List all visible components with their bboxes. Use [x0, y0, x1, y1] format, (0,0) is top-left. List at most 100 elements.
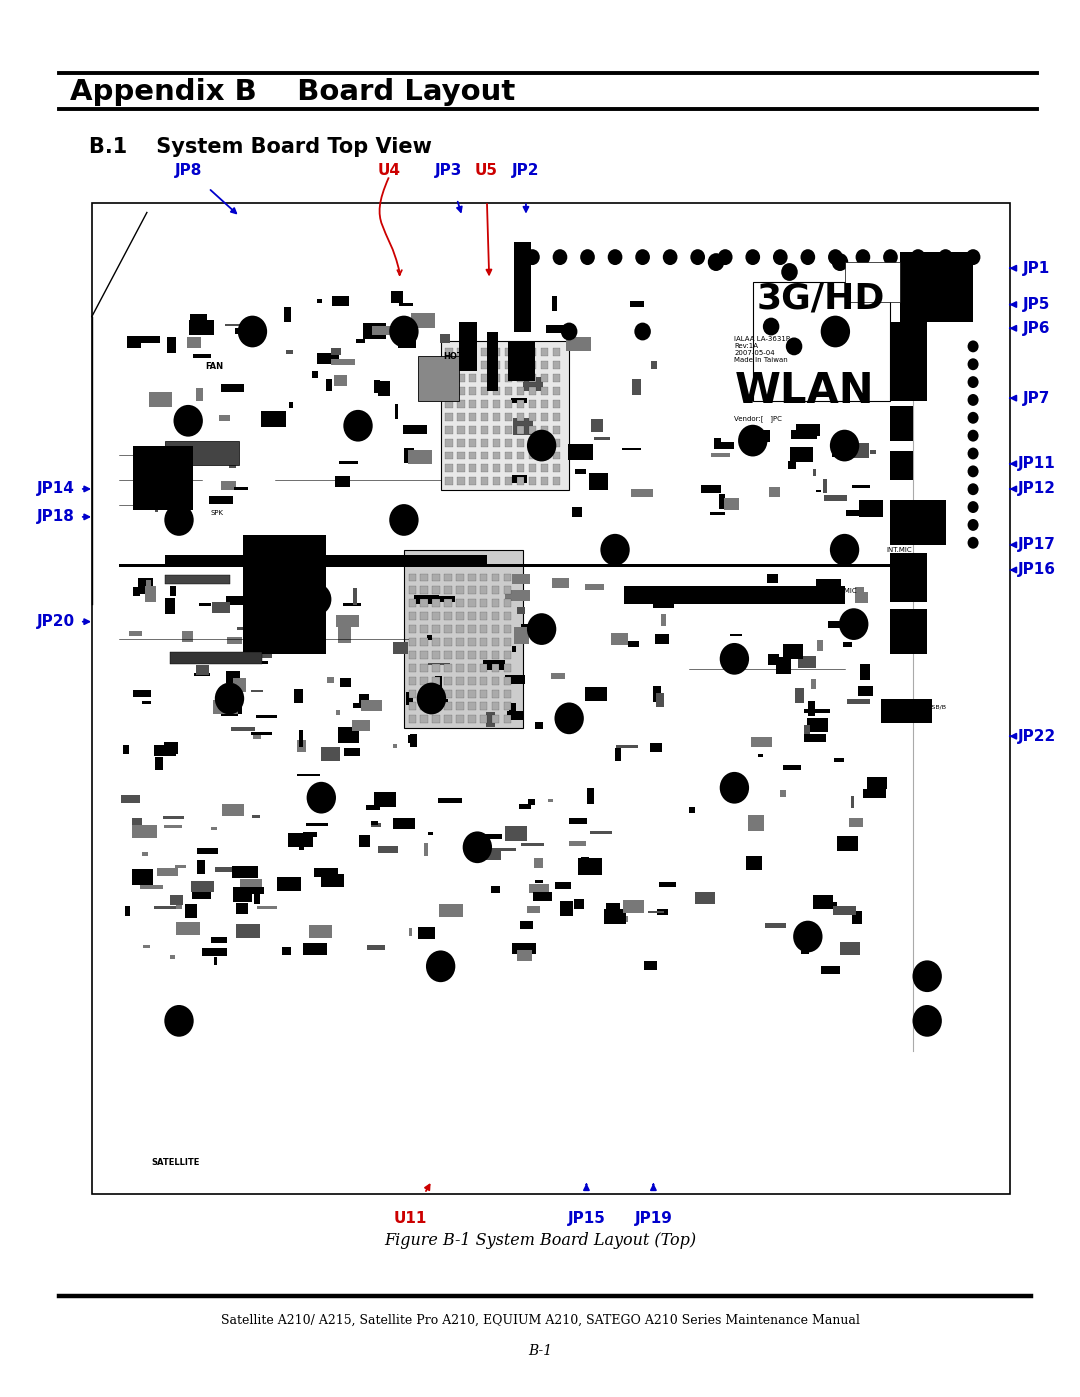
Bar [490, 848, 516, 851]
Bar [529, 362, 536, 369]
Bar [492, 400, 500, 408]
Bar [251, 732, 272, 735]
Bar [804, 725, 810, 735]
Ellipse shape [773, 249, 787, 265]
Bar [517, 950, 531, 961]
Bar [645, 961, 658, 970]
Bar [326, 379, 332, 391]
Bar [192, 891, 211, 900]
Bar [457, 400, 464, 408]
Bar [408, 676, 416, 685]
Bar [343, 604, 361, 606]
Bar [457, 374, 464, 383]
Bar [404, 448, 414, 462]
Bar [517, 478, 524, 485]
Bar [338, 627, 351, 643]
Bar [796, 423, 820, 436]
Bar [353, 703, 373, 707]
Bar [805, 735, 826, 742]
Bar [482, 834, 502, 838]
Bar [517, 464, 524, 472]
Bar [229, 455, 237, 468]
Ellipse shape [968, 518, 978, 531]
Bar [512, 647, 516, 652]
Bar [504, 676, 511, 685]
Bar [374, 792, 396, 806]
Bar [456, 574, 463, 581]
Bar [890, 609, 927, 654]
Bar [420, 651, 428, 659]
Bar [823, 479, 827, 493]
Bar [143, 944, 150, 947]
Ellipse shape [793, 921, 823, 953]
Bar [851, 796, 854, 807]
Bar [165, 440, 239, 465]
Bar [553, 400, 561, 408]
Bar [423, 698, 448, 707]
Bar [432, 715, 440, 724]
Bar [492, 599, 499, 608]
Bar [783, 764, 801, 770]
Bar [750, 436, 762, 450]
Bar [171, 585, 176, 597]
Bar [420, 612, 428, 620]
Bar [529, 884, 549, 893]
Bar [855, 587, 864, 597]
Bar [121, 795, 140, 803]
Bar [512, 475, 527, 483]
Bar [415, 595, 438, 604]
Bar [481, 624, 487, 633]
Bar [256, 598, 261, 613]
Bar [437, 799, 462, 803]
Bar [521, 844, 544, 847]
Bar [492, 574, 499, 581]
Bar [432, 624, 440, 633]
Bar [469, 464, 476, 472]
Bar [132, 826, 158, 838]
Bar [469, 612, 475, 620]
Bar [432, 676, 440, 685]
Bar [469, 599, 475, 608]
Text: JP5: JP5 [1023, 298, 1051, 312]
Bar [890, 450, 914, 481]
Bar [459, 321, 477, 372]
Bar [393, 641, 407, 654]
Bar [165, 574, 230, 584]
Text: JP8: JP8 [175, 163, 203, 177]
Text: B.1    System Board Top View: B.1 System Board Top View [89, 137, 431, 156]
Ellipse shape [821, 316, 850, 348]
Bar [457, 478, 464, 485]
Bar [359, 694, 369, 707]
Bar [535, 722, 543, 729]
Ellipse shape [968, 465, 978, 478]
Bar [214, 957, 217, 965]
Bar [581, 856, 589, 865]
Bar [504, 690, 511, 697]
Ellipse shape [868, 268, 885, 286]
Bar [469, 400, 476, 408]
Text: USB/B: USB/B [890, 704, 909, 708]
Bar [541, 478, 548, 485]
Bar [569, 841, 586, 845]
Bar [553, 439, 561, 447]
Bar [491, 886, 500, 893]
Bar [445, 478, 453, 485]
Bar [445, 387, 453, 395]
Bar [769, 488, 780, 497]
Bar [143, 701, 151, 704]
Bar [508, 341, 536, 381]
Bar [187, 337, 201, 348]
Bar [541, 387, 548, 395]
Bar [650, 743, 662, 752]
Bar [517, 439, 524, 447]
Bar [193, 353, 212, 358]
Bar [622, 448, 640, 450]
Bar [445, 439, 453, 447]
Bar [154, 757, 163, 770]
Ellipse shape [554, 703, 584, 735]
Bar [514, 627, 529, 644]
Ellipse shape [561, 323, 578, 341]
Bar [457, 362, 464, 369]
Bar [332, 296, 349, 306]
Bar [767, 574, 778, 583]
